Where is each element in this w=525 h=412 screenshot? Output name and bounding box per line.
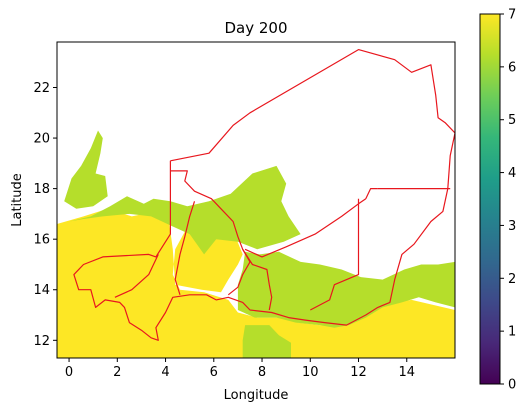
x-tick-label: 2 [113, 365, 121, 380]
inner-boundary-b [174, 201, 196, 295]
y-axis-label: Latitude [10, 173, 25, 227]
inner-boundary-e [310, 198, 360, 311]
x-tick-label: 4 [161, 365, 169, 380]
x-axis-ticks: 0 2 4 6 8 10 12 14 [65, 358, 415, 380]
colorbar-gradient [480, 14, 500, 384]
y-tick-label: 12 [33, 334, 50, 349]
colorbar-tick-label: 7 [508, 8, 516, 23]
x-tick-label: 0 [65, 365, 73, 380]
colorbar-tick-label: 2 [508, 272, 516, 287]
x-tick-label: 12 [350, 365, 367, 380]
y-tick-label: 18 [33, 182, 50, 197]
plot-frame [56, 41, 456, 359]
inner-boundary-a [170, 170, 251, 296]
colorbar-tick-label: 3 [508, 219, 516, 234]
chart-title: Day 200 [224, 19, 287, 37]
x-tick-label: 10 [302, 365, 319, 380]
colorbar-ticks: 0 1 2 3 4 5 6 7 [500, 8, 516, 393]
heatmap-region-2 [242, 325, 291, 358]
colorbar-tick-label: 4 [508, 166, 516, 181]
niger-border [73, 48, 455, 341]
x-tick-label: 14 [398, 365, 415, 380]
heatmap-region-3 [237, 251, 455, 328]
country-borders [73, 48, 455, 341]
y-axis-ticks: 12 14 16 18 20 22 [33, 81, 57, 349]
x-tick-label: 8 [258, 365, 266, 380]
inner-boundary-g [365, 188, 378, 199]
inner-boundary-f [242, 248, 273, 311]
y-tick-label: 16 [33, 233, 50, 248]
colorbar-tick-label: 0 [508, 378, 516, 393]
x-tick-label: 6 [210, 365, 218, 380]
y-tick-label: 22 [33, 81, 50, 96]
plot-area [56, 41, 456, 359]
colorbar-tick-label: 1 [508, 325, 516, 340]
colorbar-tick-label: 6 [508, 60, 516, 75]
inner-boundary-h [114, 254, 159, 298]
heatmap-region-4 [69, 165, 301, 255]
x-axis-label: Longitude [224, 388, 289, 403]
colorbar: 0 1 2 3 4 5 6 7 [479, 8, 516, 393]
colorbar-frame [479, 13, 501, 385]
colorbar-tick-label: 5 [508, 113, 516, 128]
y-tick-label: 14 [33, 283, 50, 298]
y-tick-label: 20 [33, 132, 50, 147]
heatmap-region-5 [64, 130, 108, 209]
